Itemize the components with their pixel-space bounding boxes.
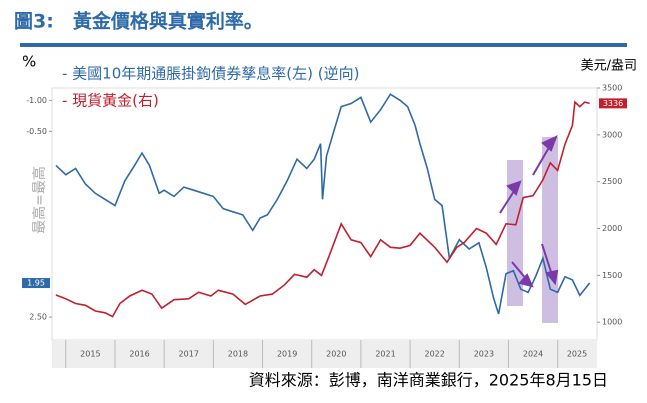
annotation-arrows [499,135,559,288]
x-tick-label: 2021 [375,350,395,359]
x-tick-label: 2017 [179,350,199,359]
series-line [55,93,591,315]
end-label-box [599,98,627,109]
x-tick-label: 2020 [326,350,346,359]
y2-tick-label: 3500 [602,84,622,93]
legend-entry: - 現貨黃金(右) [62,92,159,110]
y2-tick-label: 1000 [602,318,622,327]
y2-tick-label: 1500 [602,271,622,280]
y-tick-label: -1.00 [26,96,47,105]
x-tick-label: 2019 [277,350,297,359]
y-axis-label: % [22,53,36,71]
y2-tick-label: 2000 [602,224,622,233]
source-note: 資料來源：彭博，南洋商業銀行，2025年8月15日 [249,371,608,390]
y-tick-label: -0.50 [26,127,47,136]
x-tick-label: 2022 [425,350,445,359]
end-label: 1.95 [27,279,45,288]
side-note: 最高=最高 [31,166,48,234]
title-rule [20,43,627,47]
y-tick-label: 2.50 [29,313,47,322]
end-label: 3336 [603,99,623,108]
x-tick-label: 2016 [129,350,149,359]
x-tick-label: 2024 [523,350,543,359]
y2-tick-label: 3000 [602,130,622,139]
chart-title: 圖3: 黃金價格與真實利率。 [14,10,263,33]
x-tick-label: 2018 [228,350,248,359]
series-line [55,100,590,318]
legend-entry: - 美國10年期通脹掛鉤債券孳息率(左) (逆向) [62,65,359,83]
x-tick-label: 2025 [567,350,587,359]
x-tick-label: 2015 [80,350,100,359]
x-tick-label: 2023 [474,350,494,359]
x-axis-strip [52,340,597,368]
y2-axis-label: 美元/盎司 [581,59,637,74]
end-label-box [22,278,50,289]
y2-tick-label: 2500 [602,177,622,186]
plot-area [51,87,598,341]
